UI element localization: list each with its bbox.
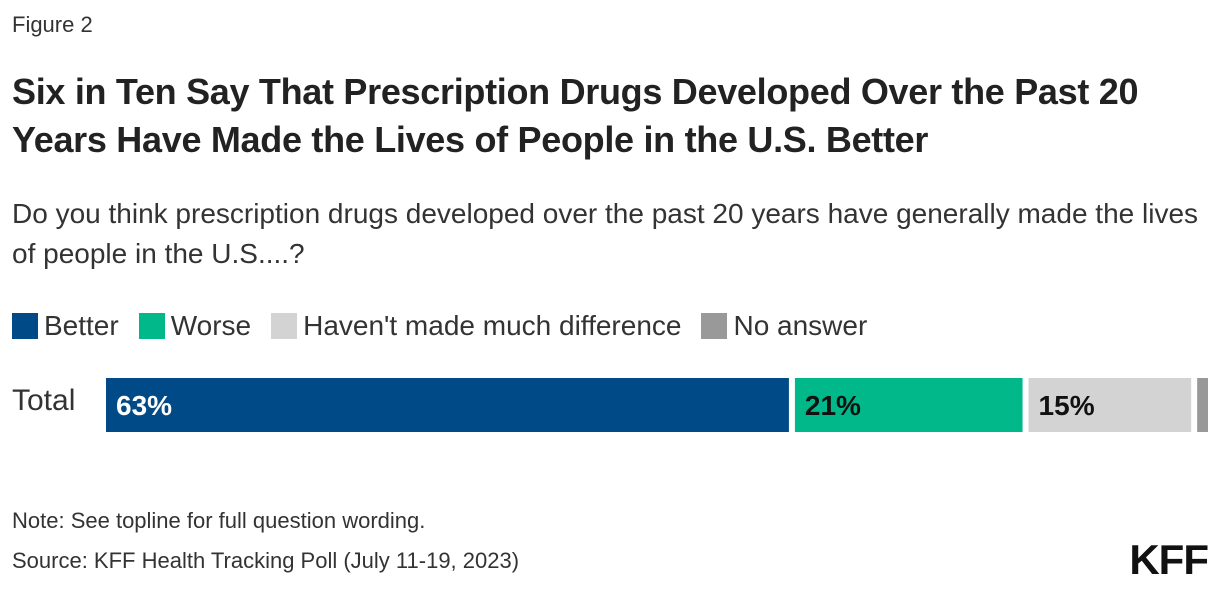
data-label-better: 63% bbox=[116, 390, 172, 421]
stacked-bar-chart: 63% 21% 15% bbox=[106, 378, 1208, 432]
bar-segment-worse bbox=[794, 378, 1023, 432]
bar-segment-no-answer bbox=[1197, 378, 1208, 432]
legend-item-worse: Worse bbox=[138, 310, 252, 342]
chart-legend: Better Worse Haven't made much differenc… bbox=[12, 310, 887, 342]
bar-segment-no-difference bbox=[1028, 378, 1192, 432]
legend-label-better: Better bbox=[44, 310, 119, 341]
legend-swatch-no-difference bbox=[271, 313, 298, 339]
category-label-total: Total bbox=[12, 384, 76, 417]
figure-label: Figure 2 bbox=[12, 12, 93, 37]
kff-logo: KFF bbox=[1129, 536, 1209, 583]
legend-label-no-answer: No answer bbox=[733, 310, 868, 341]
legend-item-no-answer: No answer bbox=[701, 310, 867, 342]
chart-subtitle: Do you think prescription drugs develope… bbox=[12, 198, 1199, 269]
legend-item-better: Better bbox=[12, 310, 119, 342]
bar-segment-better bbox=[106, 378, 789, 432]
legend-label-no-difference: Haven't made much difference bbox=[303, 310, 682, 341]
legend-label-worse: Worse bbox=[170, 310, 252, 341]
legend-swatch-no-answer bbox=[701, 313, 728, 339]
chart-note: Note: See topline for full question word… bbox=[12, 508, 426, 533]
data-label-no-difference: 15% bbox=[1039, 390, 1095, 421]
legend-swatch-worse bbox=[138, 313, 165, 339]
legend-item-no-difference: Haven't made much difference bbox=[271, 310, 681, 342]
chart-source: Source: KFF Health Tracking Poll (July 1… bbox=[12, 548, 520, 573]
data-label-worse: 21% bbox=[805, 390, 861, 421]
legend-swatch-better bbox=[12, 313, 38, 339]
chart-title: Six in Ten Say That Prescription Drugs D… bbox=[12, 71, 1139, 160]
